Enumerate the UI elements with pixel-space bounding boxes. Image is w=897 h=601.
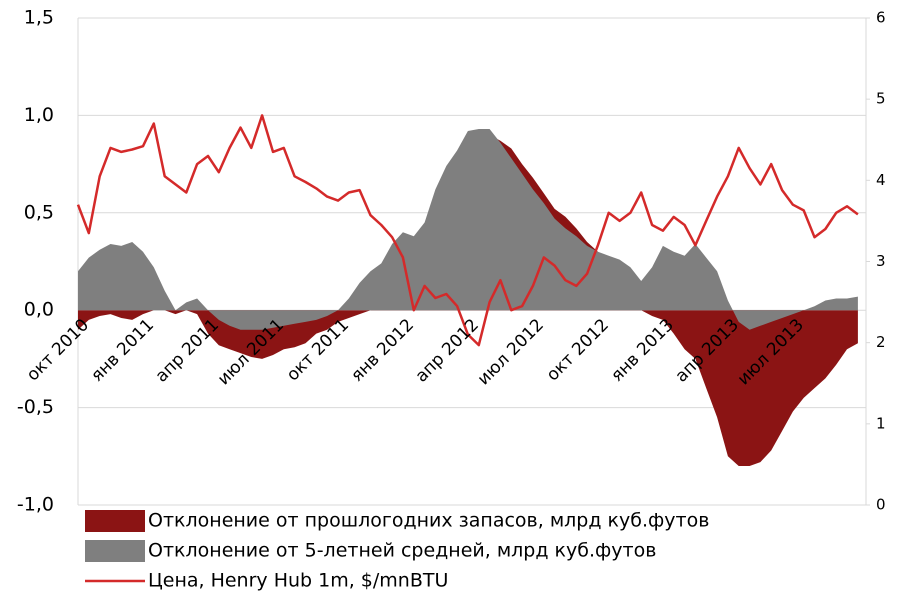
x-tick-label: окт 2010 — [23, 315, 93, 385]
x-tick-label: апр 2012 — [412, 315, 483, 386]
x-tick-label: янв 2012 — [347, 315, 418, 386]
legend-label: Отклонение от 5-летней средней, млрд куб… — [148, 540, 656, 562]
y-tick-label: -1,0 — [17, 494, 54, 516]
y2-tick-label: 1 — [876, 414, 886, 432]
legend-swatch — [85, 540, 145, 562]
legend-label: Отклонение от прошлогодних запасов, млрд… — [148, 510, 709, 532]
y-tick-label: 1,0 — [24, 104, 54, 126]
area — [78, 129, 858, 330]
y-tick-label: 1,5 — [24, 7, 54, 29]
legend-label: Цена, Henry Hub 1m, $/mnBTU — [148, 570, 448, 592]
x-tick-label: апр 2011 — [152, 315, 223, 386]
x-tick-label: янв 2011 — [87, 315, 158, 386]
x-tick-label: июл 2012 — [474, 315, 548, 389]
y-tick-label: 0,0 — [24, 299, 54, 321]
y2-tick-label: 5 — [876, 90, 886, 108]
marks-layer — [76, 114, 859, 466]
line — [76, 114, 859, 347]
y2-tick-label: 6 — [876, 9, 886, 27]
y2-tick-label: 0 — [876, 496, 886, 514]
legend-swatch — [85, 510, 145, 532]
x-tick-label: янв 2013 — [607, 315, 678, 386]
y2-tick-label: 3 — [876, 252, 886, 270]
y-tick-label: -0,5 — [17, 396, 54, 418]
y2-tick-label: 4 — [876, 171, 886, 189]
x-tick-label: окт 2012 — [543, 315, 613, 385]
y2-tick-label: 2 — [876, 333, 886, 351]
y-tick-label: 0,5 — [24, 201, 54, 223]
